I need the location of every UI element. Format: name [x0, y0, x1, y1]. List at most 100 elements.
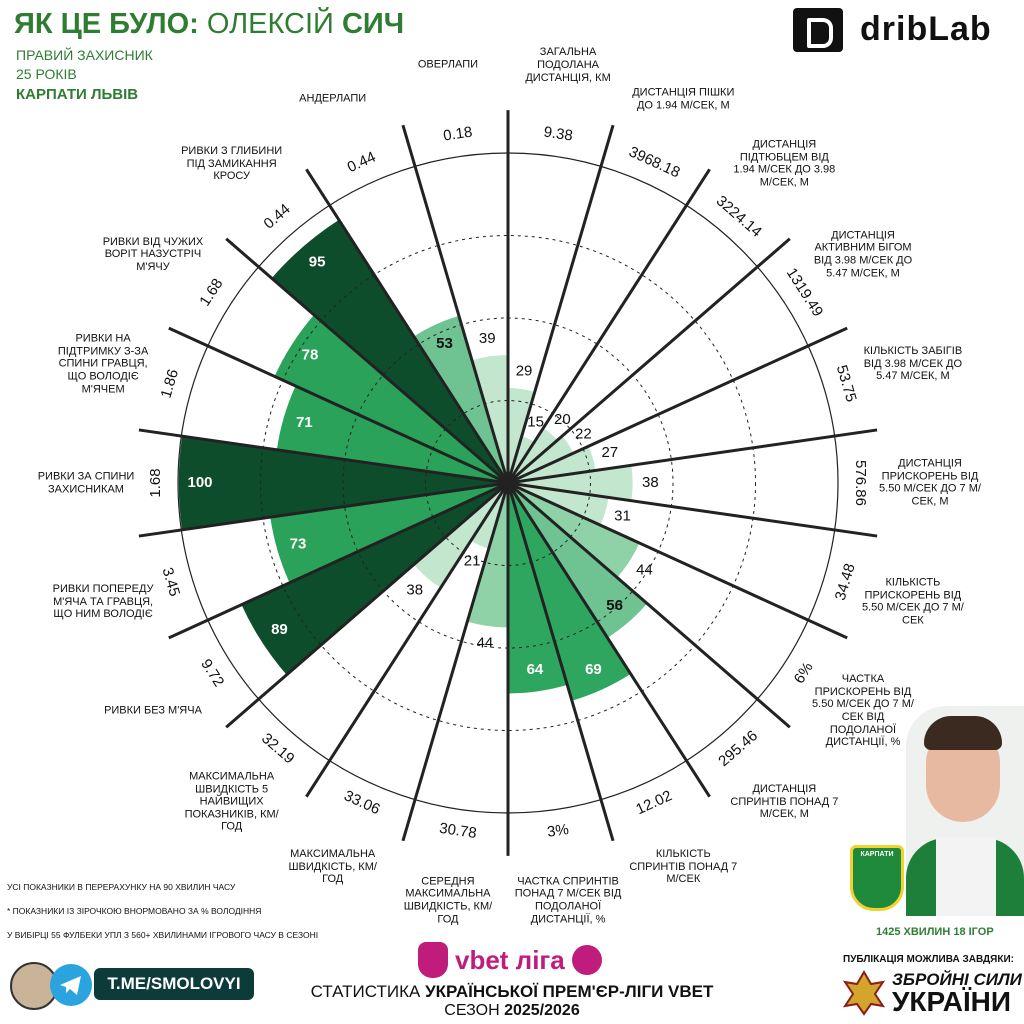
separator: [506, 482, 711, 798]
source-part: УКРАЇНСЬКОЇ ПРЕМ'ЄР-ЛІГИ VBET: [425, 982, 714, 1001]
value-label: 71: [296, 414, 313, 431]
category-label: РИВКИ ВІД ЧУЖИХ ВОРІТ НАЗУСТРІЧ М'ЯЧУ: [102, 235, 204, 274]
category-label: АНДЕРЛАПИ: [299, 92, 367, 105]
stat-label: 9.38: [543, 124, 574, 145]
title-part: ОЛЕКСІЙ: [206, 8, 334, 40]
telegram-icon: [50, 964, 92, 1006]
brand: dribLab: [860, 10, 992, 48]
value-label: 44: [636, 562, 653, 579]
stat-label: 576.86: [852, 460, 869, 506]
value-label: 38: [642, 474, 659, 491]
category-label: МАКСИМАЛЬНА ШВИДКІСТЬ, КМ/ГОД: [288, 847, 377, 886]
category-label: КІЛЬКІСТЬ ЗАБІГІВ ВІД 3.98 М/СЕК ДО 5.47…: [863, 345, 963, 383]
separator: [507, 237, 791, 485]
category-label: РИВКИ БЕЗ М'ЯЧА: [104, 704, 202, 717]
club-badge: КАРПАТИ: [850, 845, 904, 911]
separator: [225, 481, 509, 729]
stat-label: 30.78: [438, 820, 478, 842]
category-label: ОВЕРЛАПИ: [417, 58, 479, 71]
category-label: РИВКИ З ГЛИБИНИ ПІД ЗАМИКАННЯ КРОСУ: [181, 145, 283, 183]
source: СТАТИСТИКА УКРАЇНСЬКОЇ ПРЕМ'ЄР-ЛІГИ VBET: [0, 982, 1024, 1002]
value-label: 56: [606, 597, 623, 614]
category-label: ДИСТАНЦІЯ СПРИНТІВ ПОНАД 7 М/СЕК, М: [730, 782, 839, 821]
value-label: 89: [271, 621, 288, 638]
separator: [138, 481, 509, 538]
category-label: ДИСТАНЦІЯ ПІШКИ ДО 1.94 М/СЕК, М: [632, 86, 735, 112]
separator: [507, 481, 848, 640]
value-label: 53: [436, 335, 453, 352]
separator: [225, 237, 509, 485]
value-label: 38: [406, 582, 423, 599]
league-ball: [572, 945, 602, 975]
separator: [305, 168, 510, 484]
category-label: РИВКИ ЗА СПИНИ ЗАХИСНИКАМ: [37, 470, 135, 495]
note: У ВИБІРЦІ 55 ФУЛБЕКИ УПЛ З 560+ ХВИЛИНАМ…: [7, 930, 319, 940]
separator: [138, 428, 509, 485]
separator: [305, 482, 510, 798]
value-label: 64: [527, 661, 544, 678]
position: ПРАВИЙ ЗАХИСНИК: [16, 47, 153, 63]
value-label: 73: [290, 536, 307, 553]
separator: [506, 124, 615, 484]
value-label: 31: [614, 508, 631, 525]
separator: [168, 481, 509, 640]
army-emblem: [842, 970, 886, 1016]
league: vbet ліга: [455, 945, 565, 975]
army-line-2: УКРАЇНИ: [892, 986, 1012, 1017]
season-part: 2025/2026: [504, 1002, 580, 1019]
category-label: ДИСТАНЦІЯ АКТИВНИМ БІГОМ ВІД 3.98 М/СЕК …: [813, 229, 913, 280]
value-label: 29: [516, 362, 533, 379]
source-part: СТАТИСТИКА: [310, 982, 421, 1001]
value-label: 39: [479, 330, 496, 347]
separator: [506, 168, 711, 484]
category-label: ЧАСТКА ПРИСКОРЕНЬ ВІД 5.50 М/СЕК ДО 7 М/…: [812, 673, 914, 749]
stat-label: 1.68: [147, 468, 164, 497]
league-icon: [418, 942, 448, 978]
value-label: 20: [554, 411, 571, 428]
note: * ПОКАЗНИКИ ІЗ ЗІРОЧКОЮ ВНОРМОВАНО ЗА % …: [7, 906, 262, 916]
category-label: ЧАСТКА СПРИНТІВ ПОНАД 7 М/СЕК ВІД ПОДОЛА…: [514, 875, 622, 926]
category-label: СЕРЕДНЯ МАКСИМАЛЬНА ШВИДКІСТЬ, КМ/ГОД: [403, 875, 493, 926]
army-line-1: ЗБРОЙНІ СИЛИ: [892, 970, 1022, 989]
separator: [168, 326, 509, 485]
value-label: 78: [302, 347, 319, 364]
separator: [507, 428, 878, 485]
season-part: СЕЗОН: [444, 1002, 500, 1019]
telegram-link[interactable]: T.ME/SMOLOVYI: [94, 968, 254, 1000]
separator: [507, 326, 848, 485]
club: КАРПАТИ ЛЬВІВ: [16, 86, 139, 103]
separator: [401, 482, 510, 842]
title-part: ЯК ЦЕ БУЛО:: [14, 8, 199, 40]
value-label: 15: [527, 413, 544, 430]
category-label: ЗАГАЛЬНА ПОДОЛАНА ДИСТАНЦІЯ, КМ: [525, 46, 611, 84]
stat-label: 3%: [546, 821, 570, 841]
player-photo: [906, 706, 1024, 916]
category-label: РИВКИ НА ПІДТРИМКУ З-ЗА СПИНИ ГРАВЦЯ, ЩО…: [57, 332, 149, 396]
season: СЕЗОН 2025/2026: [0, 1002, 1024, 1020]
value-label: 69: [585, 661, 602, 678]
category-label: ДИСТАНЦІЯ ПРИСКОРЕНЬ ВІД 5.50 М/СЕК ДО 7…: [879, 457, 981, 508]
value-label: 21: [464, 552, 481, 569]
category-label: МАКСИМАЛЬНА ШВИДКІСТЬ 5 НАЙВИЩИХ ПОКАЗНИ…: [184, 770, 279, 833]
thanks: ПУБЛІКАЦІЯ МОЖЛИВА ЗАВДЯКИ:: [843, 954, 1014, 965]
minutes: 1425 ХВИЛИН 18 ІГОР: [876, 926, 994, 938]
separator: [507, 481, 791, 729]
brand-icon: [793, 8, 843, 52]
separator: [401, 124, 510, 484]
grid-ring: [425, 400, 591, 566]
stat-label: 0.18: [442, 124, 473, 145]
separator: [507, 481, 878, 538]
title: ЯК ЦЕ БУЛО: ОЛЕКСІЙ СИЧ: [14, 8, 404, 41]
category-label: ДИСТАНЦІЯ ПІДТЮБЦЕМ ВІД 1.94 М/СЕК ДО 3.…: [733, 138, 836, 189]
value-label: 27: [601, 444, 618, 461]
age: 25 РОКІВ: [16, 66, 77, 82]
category-label: КІЛЬКІСТЬ ПРИСКОРЕНЬ ВІД 5.50 М/СЕК ДО 7…: [861, 576, 964, 627]
category-label: КІЛЬКІСТЬ СПРИНТІВ ПОНАД 7 М/СЕК: [629, 847, 738, 886]
value-label: 100: [187, 474, 212, 491]
value-label: 44: [477, 635, 494, 652]
grid-ring: [260, 235, 756, 731]
value-label: 22: [575, 426, 592, 443]
